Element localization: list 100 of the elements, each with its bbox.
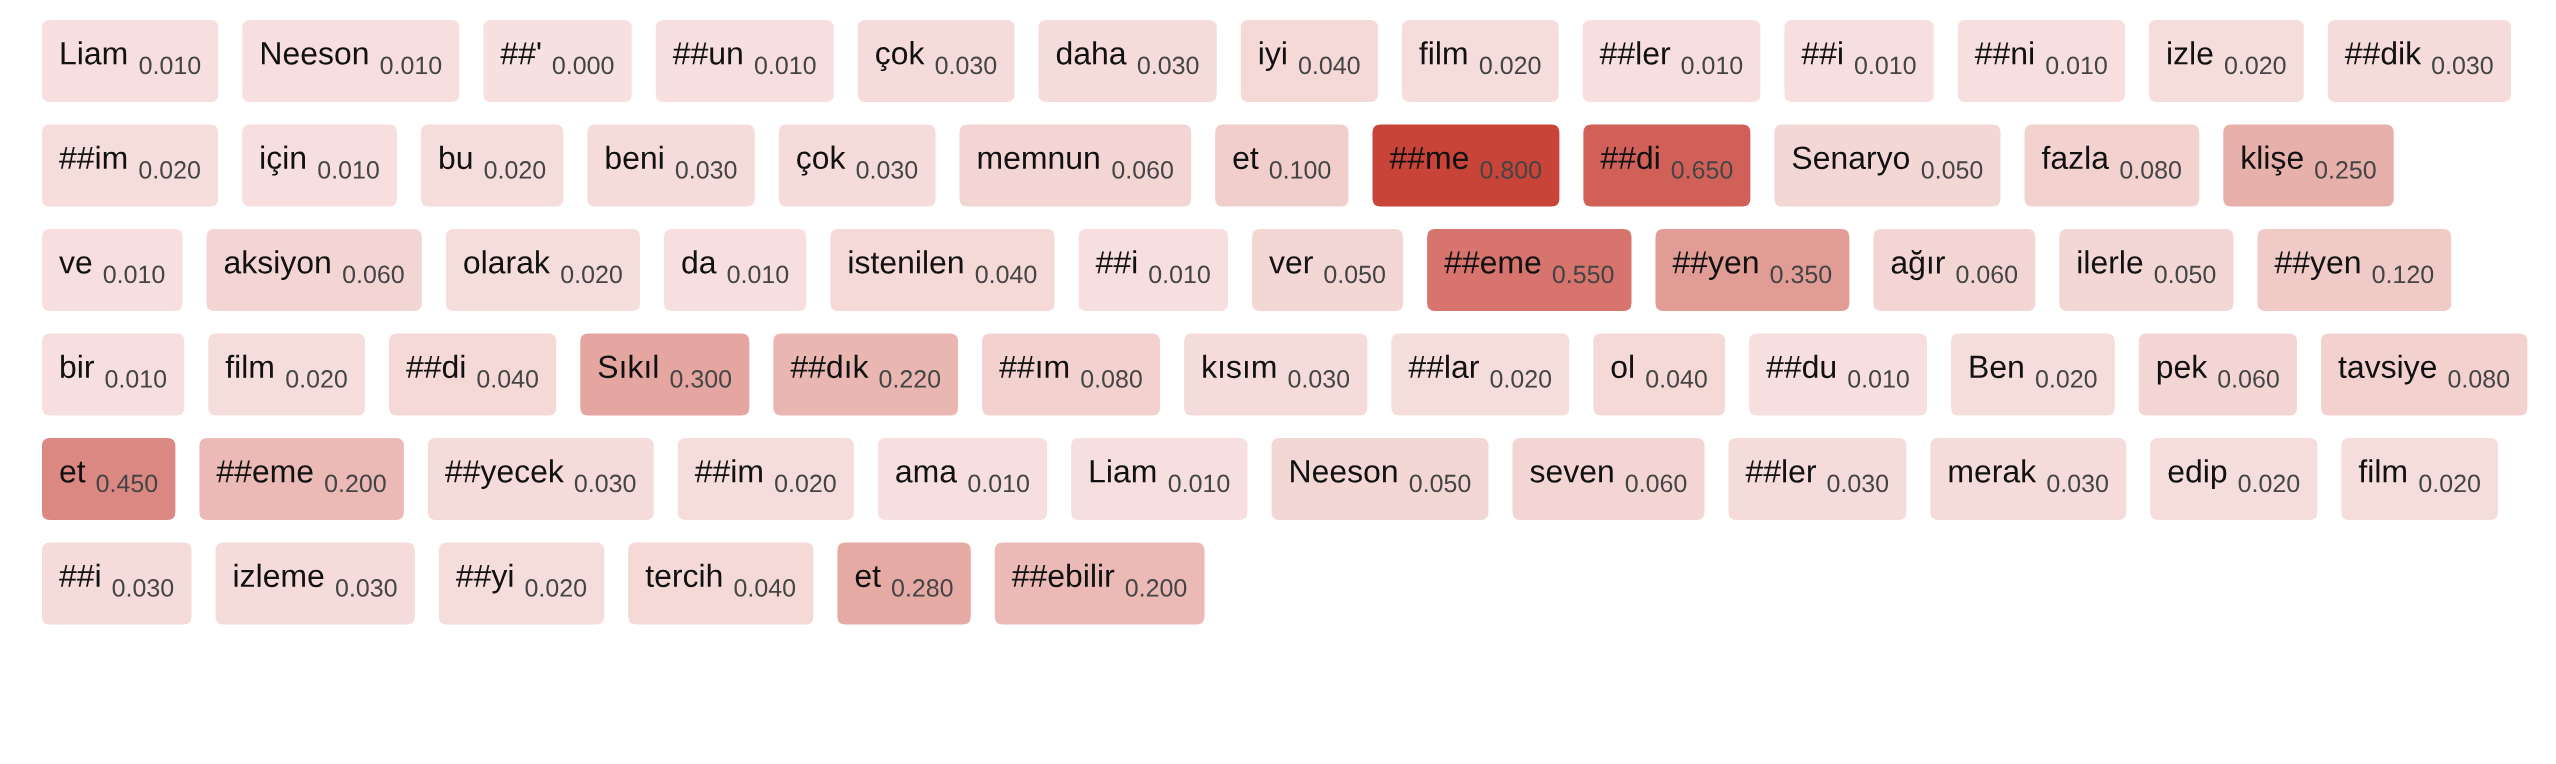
data-label: 0.060: [1956, 265, 2018, 284]
category-label: ##yen: [1672, 251, 1758, 280]
data-label: 0.100: [1269, 161, 1331, 179]
data-label: 0.010: [139, 56, 201, 75]
category-label: ##dik: [2344, 41, 2422, 65]
category-label: aksiyon: [224, 250, 330, 280]
data-label: 0.060: [1625, 474, 1687, 493]
data-label: 0.080: [1081, 370, 1142, 388]
category-label: ##di: [1600, 145, 1659, 170]
category-label: istenilen: [849, 250, 963, 274]
category-label: ##eme: [216, 460, 313, 483]
category-label: tercih: [645, 563, 722, 588]
category-label: ##': [500, 42, 541, 65]
data-label: 0.040: [734, 579, 796, 597]
category-label: fazla: [2041, 145, 2109, 170]
data-label: 0.020: [2419, 474, 2480, 493]
category-label: ##ni: [1974, 41, 2033, 65]
data-label: 0.030: [2047, 474, 2108, 493]
data-label: 0.030: [2432, 56, 2493, 75]
category-label: ##eme: [1444, 251, 1541, 274]
category-label: bu: [440, 145, 472, 170]
category-label: et: [1233, 148, 1259, 170]
category-label: ##di: [406, 354, 465, 379]
data-label: 0.010: [2046, 56, 2107, 75]
data-label: 0.080: [2448, 370, 2510, 388]
category-label: Senaryo: [1792, 146, 1910, 176]
category-label: Liam: [61, 41, 127, 65]
category-label: ağır: [1891, 249, 1945, 281]
data-label: 0.020: [286, 370, 347, 388]
category-label: ##ler: [1599, 41, 1671, 65]
data-label: 0.010: [754, 56, 816, 75]
category-label: izle: [2168, 41, 2213, 65]
data-label: 0.040: [1298, 56, 1360, 75]
category-label: tavsiye: [2338, 354, 2436, 385]
data-label: 0.800: [1480, 161, 1542, 179]
data-label: 0.050: [1921, 161, 1983, 179]
data-label: 0.020: [2035, 370, 2097, 388]
category-label: ol: [1611, 354, 1633, 379]
data-label: 0.020: [1479, 56, 1541, 75]
data-label: 0.010: [1681, 56, 1743, 75]
category-label: Neeson: [262, 42, 368, 65]
data-label: 0.020: [484, 161, 546, 179]
category-label: ##du: [1766, 354, 1836, 379]
data-label: 0.050: [2154, 265, 2216, 284]
data-label: 0.050: [1324, 265, 1385, 284]
category-label: edip: [2168, 459, 2227, 489]
category-label: beni: [606, 145, 663, 170]
data-label: 0.010: [1848, 370, 1909, 388]
data-label: 0.650: [1671, 161, 1733, 179]
data-label: 0.010: [380, 56, 442, 75]
data-label: 0.200: [1125, 579, 1187, 597]
data-label: 0.030: [935, 56, 997, 75]
category-label: ##lar: [1408, 354, 1479, 379]
data-label: 0.060: [343, 265, 404, 284]
category-label: Ben: [1970, 355, 2023, 379]
data-label: 0.010: [1149, 265, 1210, 284]
category-label: ##dık: [790, 354, 869, 379]
data-label: 0.030: [112, 579, 174, 597]
category-label: bir: [61, 354, 94, 379]
category-label: iyi: [1259, 41, 1286, 71]
category-label: çok: [876, 41, 925, 72]
category-label: ilerle: [2078, 250, 2143, 274]
data-label: 0.200: [325, 474, 386, 493]
category-label: film: [225, 354, 273, 378]
category-label: film: [1419, 41, 1467, 65]
category-label: et: [60, 461, 86, 483]
data-label: 0.030: [335, 579, 397, 597]
data-label: 0.040: [477, 370, 538, 388]
category-label: daha: [1056, 41, 1127, 65]
data-label: 0.020: [2224, 56, 2286, 75]
data-label: 0.020: [139, 161, 200, 179]
data-label: 0.280: [891, 579, 953, 597]
category-label: da: [682, 250, 717, 274]
category-label: merak: [1949, 459, 2037, 483]
data-label: 0.050: [1409, 474, 1471, 493]
category-label: et: [855, 566, 881, 588]
category-label: ##un: [672, 42, 742, 65]
category-label: olarak: [464, 250, 550, 274]
data-label: 0.010: [103, 265, 165, 284]
data-label: 0.020: [775, 474, 836, 493]
category-label: izleme: [234, 563, 324, 588]
category-label: ##i: [1801, 41, 1842, 65]
category-label: için: [261, 145, 305, 176]
category-label: Sıkıl: [598, 354, 658, 379]
data-label: 0.220: [879, 370, 941, 388]
data-label: 0.080: [2120, 161, 2181, 179]
category-label: Neeson: [1291, 460, 1397, 483]
data-label: 0.060: [2218, 370, 2279, 388]
data-label: 0.020: [525, 579, 587, 597]
data-label: 0.010: [968, 474, 1029, 493]
data-label: 0.020: [2238, 474, 2300, 493]
category-label: ##me: [1389, 146, 1468, 170]
data-label: 0.040: [975, 265, 1037, 284]
data-label: 0.030: [856, 161, 918, 179]
data-label: 0.350: [1770, 265, 1832, 284]
category-label: seven: [1530, 465, 1613, 483]
data-label: 0.020: [1490, 370, 1552, 388]
data-label: 0.030: [1827, 474, 1889, 493]
data-label: 0.550: [1552, 265, 1614, 284]
category-label: klişe: [2242, 145, 2303, 176]
